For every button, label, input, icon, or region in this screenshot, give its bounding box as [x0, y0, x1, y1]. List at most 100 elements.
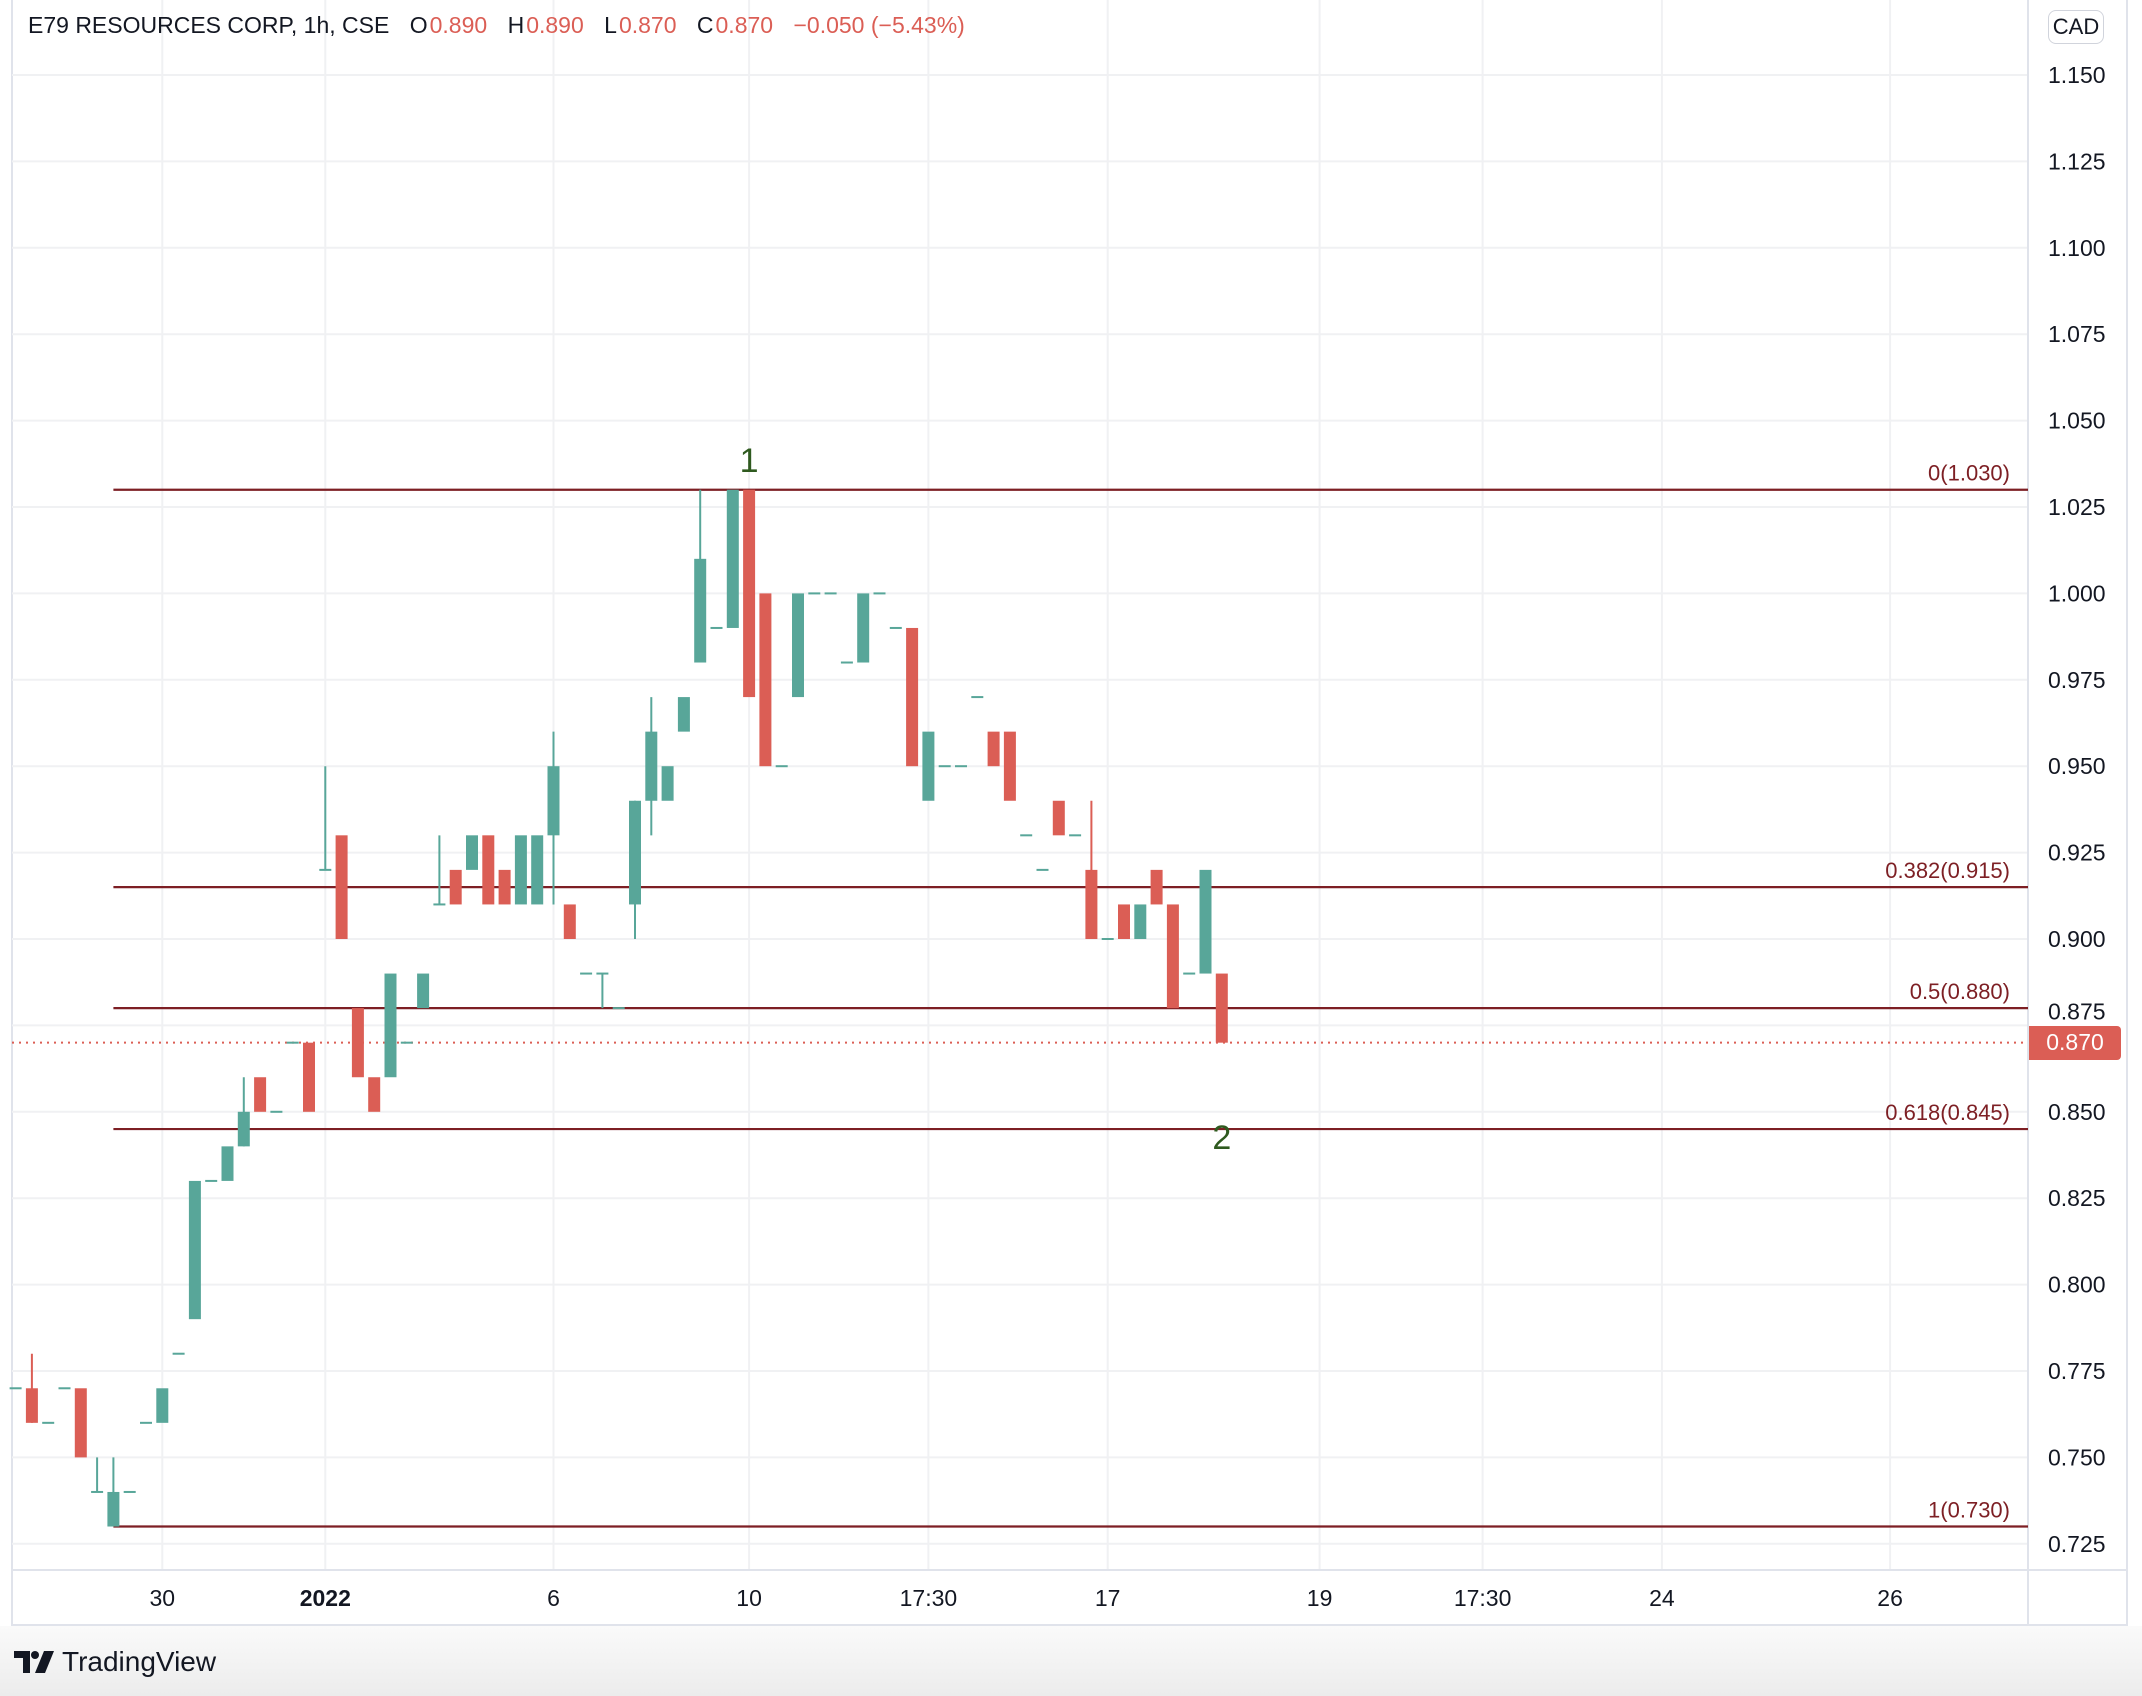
price-tick-label: 0.825 — [2048, 1185, 2106, 1211]
candle-down[interactable] — [482, 835, 495, 905]
candle-down[interactable] — [25, 1388, 38, 1423]
candle-up[interactable] — [466, 835, 478, 870]
fib-level-label: 0.382(0.915) — [1885, 858, 2010, 883]
candle-up[interactable] — [873, 592, 886, 595]
candle-up[interactable] — [270, 1110, 283, 1113]
candle-down[interactable] — [1052, 800, 1065, 836]
candle-up[interactable] — [612, 1007, 625, 1010]
candle-up[interactable] — [645, 731, 658, 801]
candle-up[interactable] — [694, 558, 707, 663]
candle-up[interactable] — [808, 592, 821, 595]
time-tick-label: 26 — [1877, 1585, 1903, 1611]
candle-up[interactable] — [123, 1490, 136, 1493]
high-value: 0.890 — [526, 12, 584, 38]
candle-up[interactable] — [1036, 868, 1049, 871]
candle-up[interactable] — [172, 1352, 185, 1355]
candle-up[interactable] — [514, 835, 527, 905]
candle-up[interactable] — [580, 972, 593, 975]
candle-up[interactable] — [661, 766, 674, 801]
currency-button[interactable]: CAD — [2048, 10, 2104, 44]
candle-down[interactable] — [303, 1042, 315, 1112]
candle-up[interactable] — [596, 972, 609, 975]
footer: TradingView — [0, 1626, 2142, 1696]
candle-up[interactable] — [792, 593, 804, 698]
candle-down[interactable] — [906, 627, 919, 767]
time-tick-label: 2022 — [300, 1585, 351, 1611]
candle-down[interactable] — [351, 1008, 364, 1078]
candle-up[interactable] — [188, 1180, 201, 1320]
candle-up[interactable] — [547, 766, 560, 836]
candle-up[interactable] — [955, 765, 967, 768]
candle-up[interactable] — [433, 903, 446, 906]
candle-down[interactable] — [1118, 904, 1130, 939]
price-tick-label: 1.050 — [2048, 408, 2106, 434]
candle-down[interactable] — [1003, 731, 1016, 801]
brand-name: TradingView — [62, 1646, 217, 1677]
wave-label[interactable]: 2 — [1212, 1119, 1232, 1158]
candle-up[interactable] — [58, 1387, 71, 1390]
candle-up[interactable] — [938, 765, 951, 768]
candle-down[interactable] — [1150, 869, 1163, 905]
price-tick-label: 1.075 — [2048, 321, 2106, 347]
candle-up[interactable] — [107, 1491, 120, 1527]
candle-up[interactable] — [205, 1179, 218, 1182]
fib-level-label: 0.618(0.845) — [1885, 1100, 2010, 1125]
candle-up[interactable] — [857, 593, 870, 663]
chart-frame — [11, 0, 2128, 1626]
price-tick-label: 0.950 — [2048, 753, 2106, 779]
candle-up[interactable] — [922, 731, 935, 801]
candle-down[interactable] — [254, 1077, 267, 1112]
time-tick-label: 17 — [1095, 1585, 1121, 1611]
candle-down[interactable] — [1215, 973, 1228, 1043]
candle-up[interactable] — [384, 973, 397, 1078]
candle-up[interactable] — [42, 1421, 55, 1424]
candle-down[interactable] — [1085, 869, 1098, 939]
candle-up[interactable] — [91, 1490, 104, 1493]
time-tick-label: 30 — [150, 1585, 176, 1611]
candle-up[interactable] — [775, 765, 788, 768]
candle-up[interactable] — [726, 489, 739, 628]
candle-down[interactable] — [74, 1388, 87, 1458]
candle-up[interactable] — [1101, 938, 1114, 940]
candle-up[interactable] — [400, 1041, 413, 1044]
candle-up[interactable] — [971, 696, 984, 699]
price-tick-label: 1.000 — [2048, 580, 2106, 606]
time-tick-label: 10 — [736, 1585, 762, 1611]
candle-up[interactable] — [677, 697, 690, 732]
tradingview-logo[interactable]: TradingView — [14, 1646, 216, 1678]
candle-up[interactable] — [9, 1387, 22, 1390]
candle-down[interactable] — [368, 1077, 381, 1112]
candle-up[interactable] — [417, 973, 430, 1009]
open-label: O — [409, 12, 428, 38]
candle-down[interactable] — [759, 593, 772, 767]
candle-up[interactable] — [1134, 904, 1147, 939]
candle-up[interactable] — [1020, 834, 1033, 837]
candle-up[interactable] — [286, 1041, 299, 1044]
candle-up[interactable] — [840, 661, 853, 664]
price-tick-label: 1.025 — [2048, 494, 2106, 520]
candle-up[interactable] — [319, 868, 332, 871]
candle-up[interactable] — [824, 592, 837, 595]
candle-up[interactable] — [140, 1421, 152, 1424]
candle-up[interactable] — [1069, 834, 1082, 837]
wave-label[interactable]: 1 — [739, 442, 759, 481]
candle-up[interactable] — [531, 835, 544, 905]
candle-up[interactable] — [221, 1146, 234, 1181]
symbol-title: E79 RESOURCES CORP, 1h, CSE — [28, 12, 390, 38]
candle-up[interactable] — [237, 1111, 250, 1147]
candle-down[interactable] — [563, 904, 576, 939]
candle-up[interactable] — [1183, 972, 1196, 975]
candle-up[interactable] — [156, 1388, 169, 1423]
candle-down[interactable] — [987, 731, 1000, 767]
candle-up[interactable] — [629, 800, 641, 905]
candle-down[interactable] — [449, 869, 462, 905]
candle-down[interactable] — [743, 489, 756, 698]
candle-up[interactable] — [710, 626, 723, 629]
candle-down[interactable] — [1166, 904, 1179, 1009]
fib-level-label: 0.5(0.880) — [1910, 979, 2010, 1004]
candle-up[interactable] — [1199, 869, 1212, 974]
candle-up[interactable] — [889, 626, 902, 629]
candle-down[interactable] — [498, 869, 511, 905]
candle-down[interactable] — [335, 835, 348, 939]
